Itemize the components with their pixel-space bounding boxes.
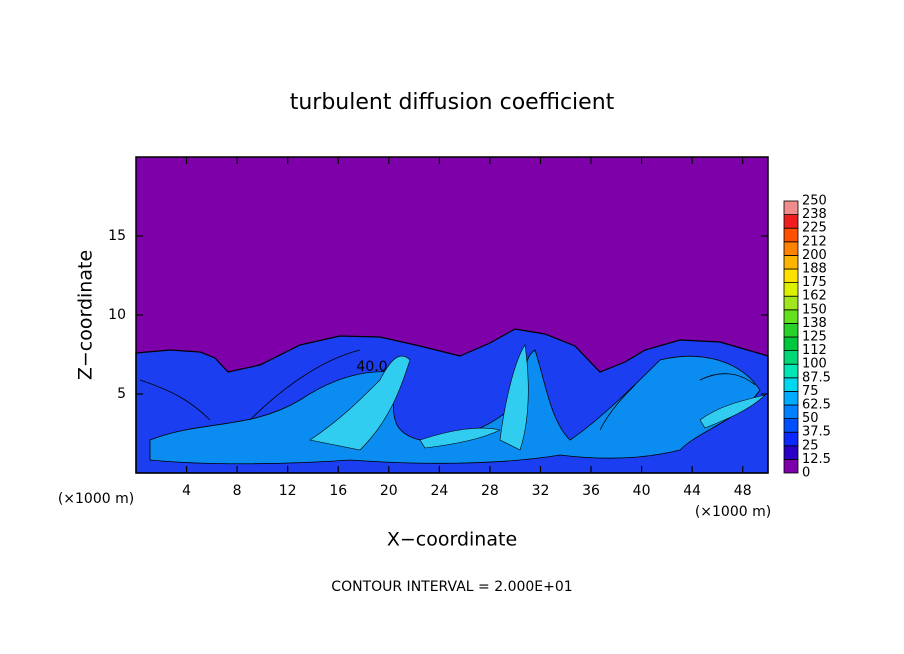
axes: 4 8 12 16 20 24 28 32 36 40 44 4851015012.52537.550… <box>108 157 831 499</box>
colorbar-label: 112 <box>802 343 827 358</box>
colorbar-label: 100 <box>802 357 827 372</box>
colorbar-band <box>783 336 799 352</box>
colorbar-band <box>783 254 799 270</box>
colorbar-band <box>783 363 799 379</box>
colorbar-label: 150 <box>802 302 827 317</box>
x-tick-label: 48 <box>734 483 752 499</box>
colorbar-label: 75 <box>802 384 819 399</box>
colorbar-label: 238 <box>802 207 827 222</box>
colorbar-label: 0 <box>802 466 810 481</box>
x-unit: (×1000 m) <box>695 504 771 520</box>
colorbar-band <box>783 227 799 243</box>
y-tick-label: 10 <box>108 307 126 323</box>
colorbar-band <box>783 445 799 460</box>
colorbar-label: 188 <box>802 262 827 277</box>
chart-title: turbulent diffusion coefficient <box>290 90 615 115</box>
x-tick-label: 36 <box>582 483 600 499</box>
colorbar-band <box>783 377 799 392</box>
y-axis-label: Z−coordinate <box>75 250 97 380</box>
colorbar-band <box>783 404 799 420</box>
colorbar-label: 212 <box>802 234 827 249</box>
colorbar-label: 162 <box>802 289 827 304</box>
x-tick-label: 12 <box>279 483 297 499</box>
colorbar-band <box>783 458 799 474</box>
y-tick-label: 15 <box>108 228 126 244</box>
x-tick-label: 32 <box>532 483 550 499</box>
colorbar-band <box>783 390 799 406</box>
colorbar-band <box>783 241 799 256</box>
colorbar-label: 250 <box>802 194 827 209</box>
x-tick-label: 20 <box>380 483 398 499</box>
colorbar-label: 12.5 <box>802 452 831 467</box>
field-layer <box>139 349 756 431</box>
x-tick-label: 16 <box>329 483 347 499</box>
colorbar-label: 138 <box>802 316 827 331</box>
colorbar-label: 175 <box>802 275 827 290</box>
x-tick-label: 40 <box>633 483 651 499</box>
colorbar-label: 37.5 <box>802 425 831 440</box>
colorbar-label: 87.5 <box>802 370 831 385</box>
colorbar-band <box>783 350 799 365</box>
colorbar-band <box>783 268 799 284</box>
colorbar-label: 225 <box>802 221 827 236</box>
colorbar-label: 62.5 <box>802 398 831 413</box>
colorbar-band <box>783 309 799 324</box>
colorbar-label: 125 <box>802 330 827 345</box>
x-tick-label: 44 <box>683 483 701 499</box>
footnote: CONTOUR INTERVAL = 2.000E+01 <box>331 579 572 595</box>
colorbar-band <box>783 214 799 229</box>
colorbar-label: 200 <box>802 248 827 263</box>
colorbar-band <box>783 431 799 447</box>
colorbar-label: 25 <box>802 438 819 453</box>
colorbar-band <box>783 295 799 311</box>
x-tick-label: 8 <box>233 483 242 499</box>
y-tick-label: 5 <box>117 386 126 402</box>
colorbar-label: 50 <box>802 411 819 426</box>
colorbar-band <box>783 418 799 433</box>
annotation: 40.0 <box>356 359 387 375</box>
x-tick-label: 24 <box>430 483 448 499</box>
x-tick-label: 28 <box>481 483 499 499</box>
colorbar-band <box>783 282 799 297</box>
field <box>135 157 769 474</box>
x-axis-label: X−coordinate <box>387 529 517 551</box>
x-unit: (×1000 m) <box>58 491 134 507</box>
field-layer <box>309 344 766 451</box>
x-tick-label: 4 <box>182 483 191 499</box>
colorbar-band <box>783 322 799 338</box>
colorbar-band <box>783 200 799 216</box>
